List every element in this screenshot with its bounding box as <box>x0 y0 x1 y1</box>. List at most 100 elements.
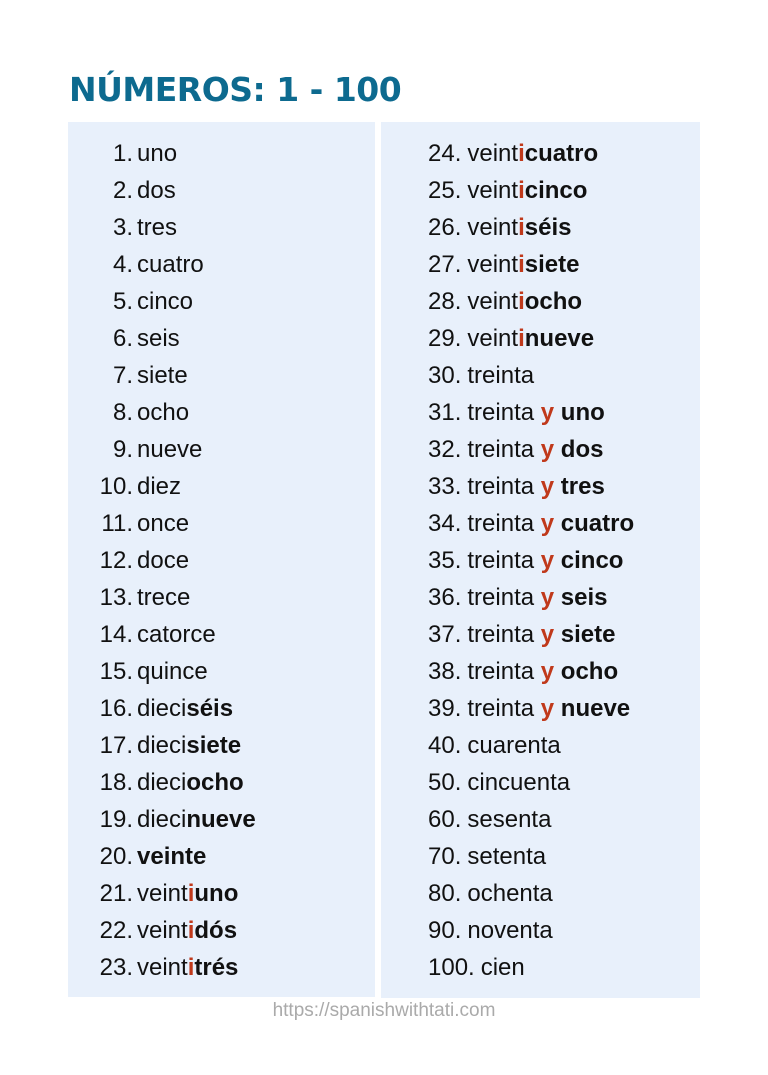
highlight-connector: i <box>518 288 525 315</box>
highlight-connector: i <box>518 251 525 278</box>
list-item: 26. veintiséis <box>428 209 571 246</box>
word-part: cuarenta <box>467 732 561 759</box>
list-item: 20. veinte <box>68 838 207 875</box>
highlight-connector: y <box>540 695 555 722</box>
list-item: 3. tres <box>68 209 177 246</box>
highlight-connector: y <box>540 510 555 537</box>
word-part: setenta <box>467 843 547 870</box>
item-number: 29. <box>428 325 462 352</box>
list-item: 8. ocho <box>68 394 189 431</box>
emphasized-word-part: tres <box>554 473 605 500</box>
list-item: 19. diecinueve <box>68 801 256 838</box>
item-number: 3. <box>112 214 133 241</box>
word-part: ocho <box>137 399 190 426</box>
emphasized-word-part: nueve <box>554 695 631 722</box>
list-item: 4. cuatro <box>68 246 204 283</box>
word-part: veint <box>467 325 519 352</box>
list-item: 70. setenta <box>428 838 546 875</box>
item-number: 23. <box>99 954 133 981</box>
list-item: 17. diecisiete <box>68 727 241 764</box>
list-item: 2. dos <box>68 172 176 209</box>
word-part: cinco <box>137 288 194 315</box>
highlight-connector: i <box>518 140 525 167</box>
word-part: veint <box>467 177 519 204</box>
word-part: tres <box>137 214 178 241</box>
word-part: veint <box>467 140 519 167</box>
list-item: 35. treinta y cinco <box>428 542 623 579</box>
word-part: quince <box>137 658 208 685</box>
item-number: 14. <box>99 621 133 648</box>
item-number: 40. <box>428 732 462 759</box>
list-item: 9. nueve <box>68 431 202 468</box>
item-number: 50. <box>428 769 462 796</box>
word-part: nueve <box>137 436 203 463</box>
list-item: 38. treinta y ocho <box>428 653 618 690</box>
emphasized-word-part: siete <box>554 621 616 648</box>
emphasized-word-part: nueve <box>186 806 256 833</box>
word-part: treinta <box>467 399 541 426</box>
list-item: 7. siete <box>68 357 188 394</box>
item-number: 60. <box>428 806 462 833</box>
list-item: 29. veintinueve <box>428 320 594 357</box>
item-number: 37. <box>428 621 462 648</box>
word-part: veint <box>467 214 519 241</box>
list-item: 30. treinta <box>428 357 534 394</box>
emphasized-word-part: cinco <box>554 547 624 574</box>
footer-url: https://spanishwithtati.com <box>272 1000 496 1021</box>
item-number: 4. <box>112 251 133 278</box>
list-item: 11. once <box>68 505 189 542</box>
item-number: 9. <box>112 436 133 463</box>
item-number: 28. <box>428 288 462 315</box>
word-part: treinta <box>467 473 541 500</box>
list-item: 100. cien <box>428 949 525 986</box>
list-item: 80. ochenta <box>428 875 553 912</box>
list-item: 15. quince <box>68 653 208 690</box>
emphasized-word-part: siete <box>524 251 580 278</box>
numbers-column-left: 1. uno 2. dos 3. tres 4. cuatro 5. cinco 6. seis 7. s… <box>68 122 375 997</box>
list-item: 36. treinta y seis <box>428 579 608 616</box>
emphasized-word-part: ocho <box>524 288 583 315</box>
item-number: 36. <box>428 584 462 611</box>
list-item: 31. treinta y uno <box>428 394 605 431</box>
list-item: 12. doce <box>68 542 189 579</box>
item-number: 70. <box>428 843 462 870</box>
word-part: treinta <box>467 695 541 722</box>
item-number: 19. <box>99 806 133 833</box>
item-number: 13. <box>99 584 133 611</box>
word-part: treinta <box>467 584 541 611</box>
word-part: catorce <box>137 621 216 648</box>
item-number: 27. <box>428 251 462 278</box>
word-part: dieci <box>137 695 187 722</box>
emphasized-word-part: nueve <box>524 325 595 352</box>
word-part: once <box>137 510 190 537</box>
word-part: cincuenta <box>467 769 571 796</box>
item-number: 26. <box>428 214 462 241</box>
item-number: 25. <box>428 177 462 204</box>
word-part: treinta <box>467 621 541 648</box>
list-item: 60. sesenta <box>428 801 551 838</box>
list-item: 50. cincuenta <box>428 764 570 801</box>
item-number: 33. <box>428 473 462 500</box>
word-part: veint <box>467 251 519 278</box>
word-part: diez <box>137 473 182 500</box>
word-part: dieci <box>137 806 187 833</box>
list-item: 27. veintisiete <box>428 246 579 283</box>
emphasized-word-part: ocho <box>554 658 619 685</box>
highlight-connector: i <box>187 880 195 907</box>
word-part: treinta <box>467 436 541 463</box>
word-part: uno <box>137 140 178 167</box>
list-item: 39. treinta y nueve <box>428 690 630 727</box>
item-number: 38. <box>428 658 462 685</box>
item-number: 31. <box>428 399 462 426</box>
item-number: 8. <box>112 399 133 426</box>
highlight-connector: y <box>540 436 555 463</box>
word-part: treinta <box>467 362 535 389</box>
word-part: veint <box>137 954 188 981</box>
item-number: 22. <box>99 917 133 944</box>
list-item: 23. veintitrés <box>68 949 239 986</box>
emphasized-word-part: séis <box>186 695 234 722</box>
emphasized-word-part: seis <box>554 584 608 611</box>
emphasized-word-part: trés <box>194 954 239 981</box>
word-part: veint <box>467 288 519 315</box>
item-number: 20. <box>99 843 133 870</box>
